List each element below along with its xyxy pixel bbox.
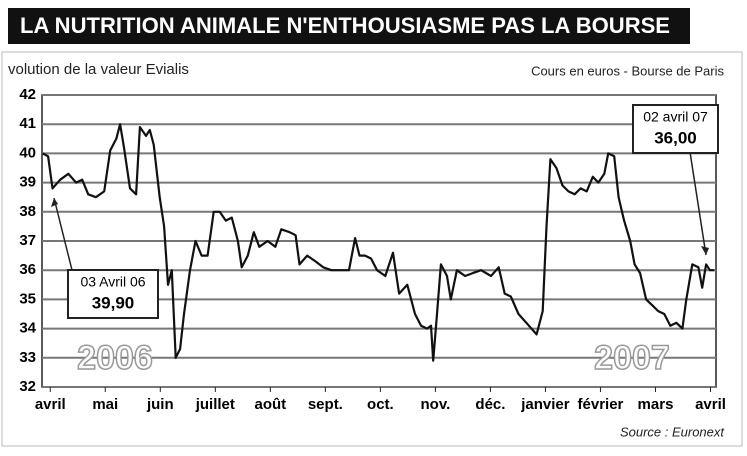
x-tick-label: nov. <box>421 396 451 413</box>
year-label: 2007 <box>594 339 670 377</box>
x-tick-label: mai <box>92 396 118 413</box>
annotation-date: 02 avril 07 <box>643 109 708 125</box>
x-tick-label: juin <box>146 396 174 413</box>
year-label: 2006 <box>77 339 153 377</box>
price-line <box>42 123 715 362</box>
y-tick-label: 37 <box>19 232 36 249</box>
arrow-head <box>701 246 709 255</box>
y-tick-label: 42 <box>19 86 36 103</box>
source: Source : Euronext <box>620 424 725 439</box>
x-tick-label: sept. <box>308 396 343 413</box>
y-tick-label: 38 <box>19 203 36 220</box>
note: Cours en euros - Bourse de Paris <box>531 63 724 78</box>
annotation-box <box>632 104 719 154</box>
x-tick-label: avril <box>695 396 726 413</box>
y-tick-label: 33 <box>19 349 36 366</box>
y-tick-label: 41 <box>19 115 36 132</box>
x-tick-label: mars <box>638 396 674 413</box>
y-tick-label: 32 <box>19 378 36 395</box>
x-tick-label: juillet <box>195 396 235 413</box>
y-tick-label: 36 <box>19 261 36 278</box>
y-tick-label: 35 <box>19 290 36 307</box>
y-tick-label: 39 <box>19 174 36 191</box>
x-tick-label: août <box>254 396 286 413</box>
title-bar <box>8 8 690 44</box>
chart-title: LA NUTRITION ANIMALE N'ENTHOUSIASME PAS … <box>20 13 670 38</box>
frame <box>1 51 743 447</box>
x-tick-label: avril <box>35 396 66 413</box>
annotation-value: 39,90 <box>92 293 135 312</box>
x-tick-label: janvier <box>520 396 570 413</box>
y-tick-label: 40 <box>19 144 36 161</box>
annotation-box <box>67 269 159 319</box>
y-tick-label: 34 <box>19 320 36 337</box>
annotation-arrow <box>53 197 73 271</box>
x-tick-label: février <box>578 396 624 413</box>
annotation-date: 03 Avril 06 <box>80 274 145 290</box>
annotation-value: 36,00 <box>654 128 697 147</box>
annotation-arrow <box>689 151 707 256</box>
arrow-head <box>51 198 58 207</box>
x-tick-label: déc. <box>475 396 505 413</box>
subtitle: volution de la valeur Evialis <box>8 61 189 78</box>
x-tick-label: oct. <box>367 396 394 413</box>
